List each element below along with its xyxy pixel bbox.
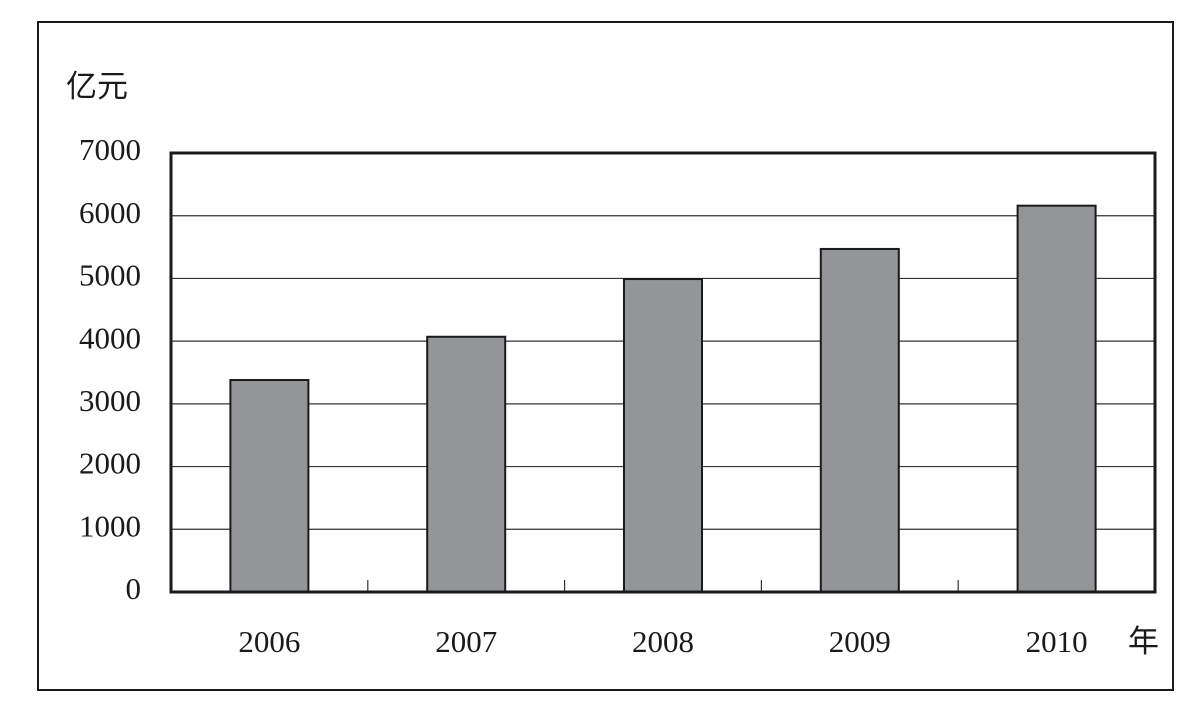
x-axis-label: 年 [1128,624,1159,659]
x-tick-label: 2006 [238,624,300,659]
bar [819,247,900,593]
y-axis-label: 亿元 [66,69,128,104]
y-tick-label: 2000 [79,446,141,481]
y-tick-label: 7000 [79,132,141,167]
x-tick-label: 2009 [829,624,891,659]
x-tick-label: 2007 [435,624,497,659]
y-tick-label: 3000 [79,383,141,418]
bar [426,335,507,594]
outer-frame [37,21,1174,691]
y-tick-label: 0 [126,571,142,606]
x-tick-label: 2008 [632,624,694,659]
bar [623,278,703,593]
y-tick-label: 4000 [79,320,141,355]
bar [1016,204,1097,593]
bar [229,379,310,594]
y-tick-label: 5000 [79,258,141,293]
x-tick-label: 2010 [1026,624,1088,659]
y-tick-label: 1000 [79,508,141,543]
plot-frame [169,151,1157,594]
y-tick-label: 6000 [79,195,141,230]
